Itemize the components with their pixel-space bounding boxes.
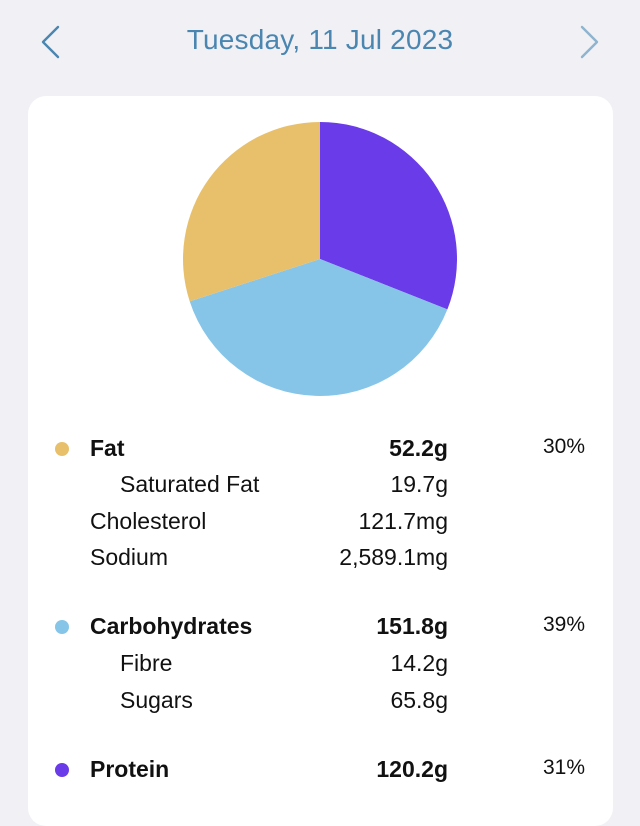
- fibre-row: Fibre 14.2g: [28, 646, 613, 682]
- macro-pie-chart: [182, 122, 457, 396]
- sodium-amount: 2,589.1mg: [339, 544, 448, 570]
- sodium-label: Sodium: [90, 544, 168, 570]
- saturated-fat-row: Saturated Fat 19.7g: [28, 467, 613, 503]
- date-header: Tuesday, 11 Jul 2023: [0, 0, 640, 84]
- saturated-fat-label: Saturated Fat: [120, 471, 260, 497]
- fat-label: Fat: [90, 435, 125, 461]
- cholesterol-label: Cholesterol: [90, 508, 207, 534]
- pie-slice-fat[interactable]: [182, 122, 320, 302]
- carbohydrates-row[interactable]: Carbohydrates 151.8g 39%: [28, 609, 613, 645]
- carbohydrates-percent: 39%: [542, 613, 585, 636]
- protein-label: Protein: [90, 756, 170, 782]
- protein-legend-dot: [55, 763, 69, 777]
- date-title: Tuesday, 11 Jul 2023: [186, 24, 454, 55]
- sugars-row: Sugars 65.8g: [28, 683, 613, 719]
- pie-slice-protein[interactable]: [320, 122, 457, 310]
- next-day-button[interactable]: [570, 22, 610, 62]
- sugars-label: Sugars: [120, 687, 193, 713]
- cholesterol-row: Cholesterol 121.7mg: [28, 504, 613, 540]
- carbohydrates-amount: 151.8g: [376, 613, 448, 639]
- fat-row[interactable]: Fat 52.2g 30%: [28, 431, 613, 467]
- protein-percent: 31%: [542, 756, 585, 779]
- protein-row[interactable]: Protein 120.2g 31%: [28, 752, 613, 788]
- chevron-left-icon: [41, 25, 60, 59]
- fat-amount: 52.2g: [389, 435, 448, 461]
- carbohydrates-label: Carbohydrates: [90, 613, 253, 639]
- fibre-label: Fibre: [120, 650, 173, 676]
- pie-slice-carbohydrates[interactable]: [189, 259, 448, 396]
- protein-amount: 120.2g: [376, 756, 448, 782]
- previous-day-button[interactable]: [30, 22, 70, 62]
- sodium-row: Sodium 2,589.1mg: [28, 540, 613, 576]
- fat-legend-dot: [55, 442, 69, 456]
- fibre-amount: 14.2g: [390, 650, 448, 676]
- nutrition-card: Fat 52.2g 30% Saturated Fat 19.7g Choles…: [28, 96, 613, 826]
- chevron-right-icon: [580, 25, 599, 59]
- cholesterol-amount: 121.7mg: [358, 508, 448, 534]
- saturated-fat-amount: 19.7g: [390, 471, 448, 497]
- fat-percent: 30%: [542, 435, 585, 458]
- sugars-amount: 65.8g: [390, 687, 448, 713]
- carbohydrates-legend-dot: [55, 620, 69, 634]
